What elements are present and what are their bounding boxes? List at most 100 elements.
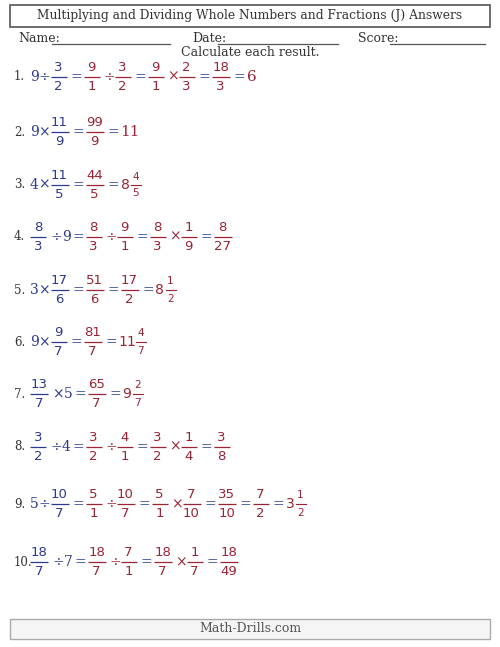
Text: Math-Drills.com: Math-Drills.com: [199, 622, 301, 635]
Text: =: =: [106, 335, 117, 349]
Text: 7: 7: [35, 565, 43, 578]
Text: ×: ×: [38, 283, 50, 297]
Text: 10: 10: [51, 488, 68, 501]
Text: 4: 4: [30, 178, 39, 192]
Text: =: =: [200, 230, 212, 244]
Text: 11: 11: [51, 169, 68, 182]
Text: 5: 5: [90, 188, 99, 201]
Text: =: =: [108, 125, 119, 139]
Text: 7: 7: [35, 397, 43, 410]
Text: 2: 2: [34, 450, 42, 463]
Text: 9: 9: [30, 335, 39, 349]
Text: 5: 5: [89, 488, 98, 501]
Text: 1: 1: [124, 565, 133, 578]
Text: 9.: 9.: [14, 498, 25, 510]
Text: ×: ×: [176, 555, 187, 569]
Text: 9: 9: [56, 135, 64, 148]
Text: ÷: ÷: [106, 497, 117, 511]
Text: 2: 2: [118, 80, 127, 93]
Text: 2: 2: [134, 380, 141, 391]
Text: 1.: 1.: [14, 71, 25, 83]
Text: =: =: [74, 555, 86, 569]
Text: 8: 8: [34, 221, 42, 234]
Text: Date:: Date:: [192, 32, 226, 45]
Text: 2.: 2.: [14, 126, 25, 138]
Text: ÷: ÷: [106, 230, 117, 244]
Text: Score:: Score:: [358, 32, 399, 45]
Text: 9: 9: [90, 135, 98, 148]
Text: 8: 8: [156, 283, 164, 297]
Text: 9: 9: [88, 61, 96, 74]
Text: 4: 4: [137, 329, 144, 338]
Text: 18: 18: [220, 546, 237, 559]
Text: 17: 17: [121, 274, 138, 287]
Text: ÷: ÷: [104, 70, 115, 84]
Text: 3: 3: [34, 240, 42, 253]
Text: 6: 6: [246, 70, 256, 84]
Text: 11: 11: [51, 116, 68, 129]
Text: =: =: [134, 70, 146, 84]
Text: 7: 7: [55, 507, 64, 520]
Text: 1: 1: [190, 546, 199, 559]
Text: 1: 1: [151, 80, 160, 93]
Text: Calculate each result.: Calculate each result.: [181, 47, 320, 60]
Text: 4: 4: [184, 450, 192, 463]
Text: ÷: ÷: [106, 440, 117, 454]
Text: 4: 4: [62, 440, 71, 454]
Text: 18: 18: [30, 546, 48, 559]
Text: Multiplying and Dividing Whole Numbers and Fractions (J) Answers: Multiplying and Dividing Whole Numbers a…: [38, 10, 463, 23]
Text: ÷: ÷: [50, 440, 62, 454]
Text: =: =: [72, 283, 84, 297]
Text: =: =: [70, 335, 82, 349]
Text: 7: 7: [124, 546, 133, 559]
Text: ÷: ÷: [38, 70, 50, 84]
Text: 1: 1: [120, 240, 129, 253]
Text: 7: 7: [88, 345, 97, 358]
Text: 4: 4: [120, 431, 128, 444]
Text: 10.: 10.: [14, 556, 32, 569]
Text: 2: 2: [89, 450, 98, 463]
Text: 13: 13: [30, 378, 48, 391]
Text: 7: 7: [92, 565, 101, 578]
Text: 4: 4: [132, 171, 139, 182]
Text: 7: 7: [134, 397, 141, 408]
Text: ÷: ÷: [110, 555, 121, 569]
Text: 3: 3: [286, 497, 294, 511]
Text: 7: 7: [92, 397, 101, 410]
Text: 6.: 6.: [14, 336, 25, 349]
Text: 1: 1: [184, 431, 193, 444]
Text: =: =: [74, 387, 86, 401]
Text: 1: 1: [89, 507, 98, 520]
Text: 2: 2: [125, 293, 134, 306]
Text: =: =: [136, 440, 148, 454]
Text: 9: 9: [122, 387, 132, 401]
Text: 27: 27: [214, 240, 231, 253]
Text: =: =: [140, 555, 152, 569]
Text: 5: 5: [55, 188, 64, 201]
Text: 5: 5: [155, 488, 164, 501]
Text: =: =: [72, 440, 84, 454]
Text: ×: ×: [170, 230, 181, 244]
Text: 1: 1: [155, 507, 164, 520]
Text: 6: 6: [56, 293, 64, 306]
Text: =: =: [200, 440, 212, 454]
Text: 3: 3: [217, 431, 226, 444]
Text: 7: 7: [54, 345, 63, 358]
Text: 7: 7: [137, 345, 144, 355]
Text: 17: 17: [51, 274, 68, 287]
Text: ×: ×: [170, 440, 181, 454]
Text: 8: 8: [154, 221, 162, 234]
Text: =: =: [136, 230, 148, 244]
Text: 7: 7: [64, 555, 73, 569]
Text: 3: 3: [182, 80, 191, 93]
Text: 9: 9: [30, 70, 39, 84]
Text: 10: 10: [117, 488, 134, 501]
Text: 18: 18: [154, 546, 171, 559]
FancyBboxPatch shape: [10, 619, 490, 639]
Text: 3: 3: [153, 240, 162, 253]
Text: 7.: 7.: [14, 388, 25, 400]
Text: 8: 8: [218, 450, 226, 463]
Text: 7: 7: [158, 565, 167, 578]
Text: 8: 8: [120, 178, 130, 192]
Text: ×: ×: [38, 335, 50, 349]
